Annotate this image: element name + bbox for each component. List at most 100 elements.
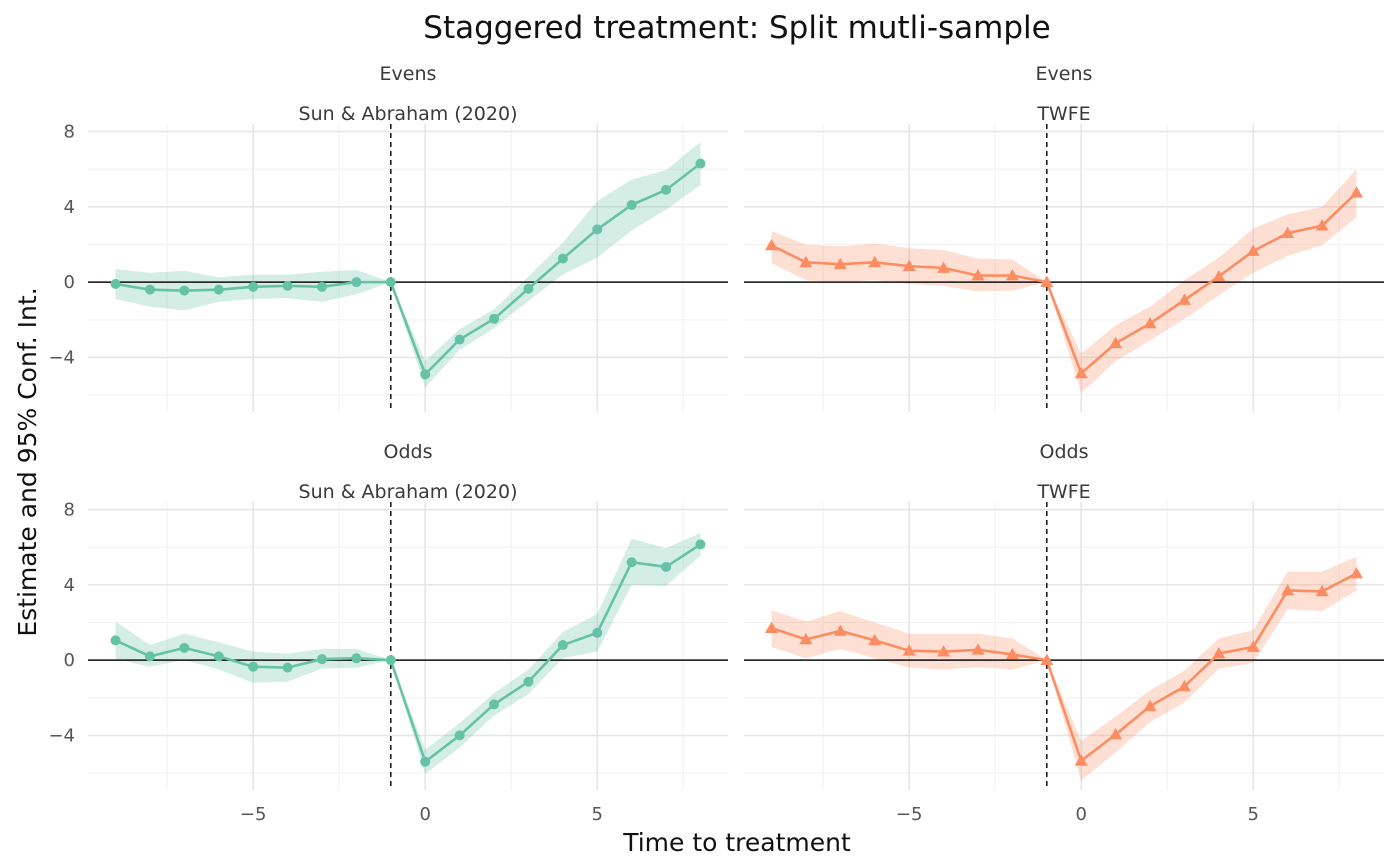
confidence-band: [771, 556, 1357, 781]
point-t-4: [282, 280, 293, 291]
point-t-2: [351, 277, 362, 288]
estimate-line: [115, 162, 702, 376]
point-t7: [661, 561, 672, 572]
point-t-8: [144, 651, 155, 662]
panel-2: Evens TWFE: [744, 63, 1384, 412]
point-t8: [695, 158, 706, 169]
facet-panels: Evens Sun & Abraham (2020) −4 0 4 8 Evens TWFE O…: [48, 63, 1384, 825]
panel-3: Odds Sun & Abraham (2020) −4 0 4 8 −5 0 5: [48, 441, 728, 825]
y-tick-label: 0: [64, 650, 75, 671]
estimate-line: [114, 543, 702, 764]
point-t5: [1246, 244, 1260, 256]
point-t-4: [282, 662, 293, 673]
point-t5: [1246, 640, 1260, 652]
panel-1: Evens Sun & Abraham (2020) −4 0 4 8: [48, 63, 728, 412]
point-t1: [1109, 336, 1123, 349]
x-tick-label: 0: [419, 804, 430, 825]
point-t-1: [1040, 275, 1054, 287]
y-tick-label: 8: [64, 122, 75, 143]
point-t-5: [248, 281, 259, 292]
point-t-1: [1040, 653, 1054, 665]
point-t1: [1109, 727, 1123, 740]
point-t-6: [213, 284, 224, 295]
point-t-3: [971, 643, 985, 655]
y-axis-title: Estimate and 95% Conf. Int.: [13, 287, 42, 636]
point-t-9: [110, 635, 121, 646]
point-t-5: [248, 661, 259, 672]
strip-label-bottom: TWFE: [1036, 103, 1090, 125]
point-t-7: [833, 257, 847, 270]
point-t0: [1074, 366, 1088, 379]
point-t-7: [179, 642, 190, 653]
x-tick-label: −5: [240, 804, 267, 825]
point-t-3: [316, 654, 327, 665]
point-t2: [1143, 699, 1157, 712]
point-t-2: [351, 653, 362, 664]
point-t5: [592, 627, 603, 638]
point-t-6: [213, 651, 224, 662]
point-t8: [1349, 186, 1363, 198]
y-tick-label: 0: [64, 272, 75, 293]
point-t-1: [385, 655, 396, 666]
point-t6: [1281, 583, 1295, 596]
point-t5: [592, 224, 603, 235]
chart-title: Staggered treatment: Split mutli-sample: [423, 10, 1050, 46]
point-t-6: [868, 633, 882, 646]
point-t1: [454, 334, 465, 345]
point-t3: [1177, 679, 1191, 692]
point-t4: [1212, 269, 1226, 282]
point-t-7: [179, 285, 190, 296]
point-t7: [1315, 219, 1329, 231]
estimate-line: [770, 191, 1358, 375]
y-tick-label: 4: [64, 197, 75, 218]
point-t7: [661, 184, 672, 195]
strip-label-top: Evens: [1036, 63, 1093, 85]
point-t8: [695, 539, 706, 550]
point-t-2: [1005, 647, 1019, 660]
point-t3: [523, 283, 534, 294]
y-tick-label: −4: [48, 725, 75, 746]
point-t6: [1281, 226, 1295, 239]
x-tick-label: 0: [1075, 804, 1086, 825]
point-t2: [489, 699, 500, 710]
point-t0: [1074, 754, 1088, 766]
point-t4: [1212, 647, 1226, 659]
point-t-3: [971, 269, 985, 281]
strip-label-bottom: Sun & Abraham (2020): [299, 103, 518, 125]
point-t1: [454, 730, 465, 741]
y-tick-label: 4: [64, 575, 75, 596]
point-t-9: [765, 621, 779, 633]
point-t2: [489, 313, 500, 324]
point-t4: [557, 640, 568, 651]
point-t-9: [110, 279, 121, 289]
point-t3: [1177, 293, 1191, 305]
point-t4: [557, 253, 568, 264]
estimate-line: [771, 572, 1358, 763]
point-t0: [420, 369, 431, 380]
point-t-5: [902, 259, 916, 271]
strip-label-bottom: Sun & Abraham (2020): [299, 481, 518, 503]
strip-label-top: Evens: [380, 63, 437, 85]
point-t-6: [868, 255, 882, 268]
strip-label-top: Odds: [1040, 441, 1089, 463]
point-t8: [1349, 567, 1363, 579]
x-tick-label: 5: [1248, 804, 1259, 825]
y-tick-label: 8: [64, 500, 75, 521]
point-t-8: [799, 632, 813, 645]
confidence-band: [115, 533, 701, 774]
point-t6: [626, 557, 637, 568]
point-t-8: [144, 284, 155, 295]
y-tick-label: −4: [48, 347, 75, 368]
confidence-band: [115, 141, 701, 388]
point-t-4: [937, 261, 951, 273]
x-tick-label: 5: [592, 804, 603, 825]
x-tick-label: −5: [896, 804, 923, 825]
point-t-2: [1005, 269, 1019, 281]
point-t-5: [902, 644, 916, 656]
strip-label-top: Odds: [384, 441, 433, 463]
point-t3: [523, 676, 534, 687]
point-t-8: [799, 255, 813, 268]
point-t-9: [765, 238, 779, 251]
confidence-band: [771, 169, 1357, 394]
